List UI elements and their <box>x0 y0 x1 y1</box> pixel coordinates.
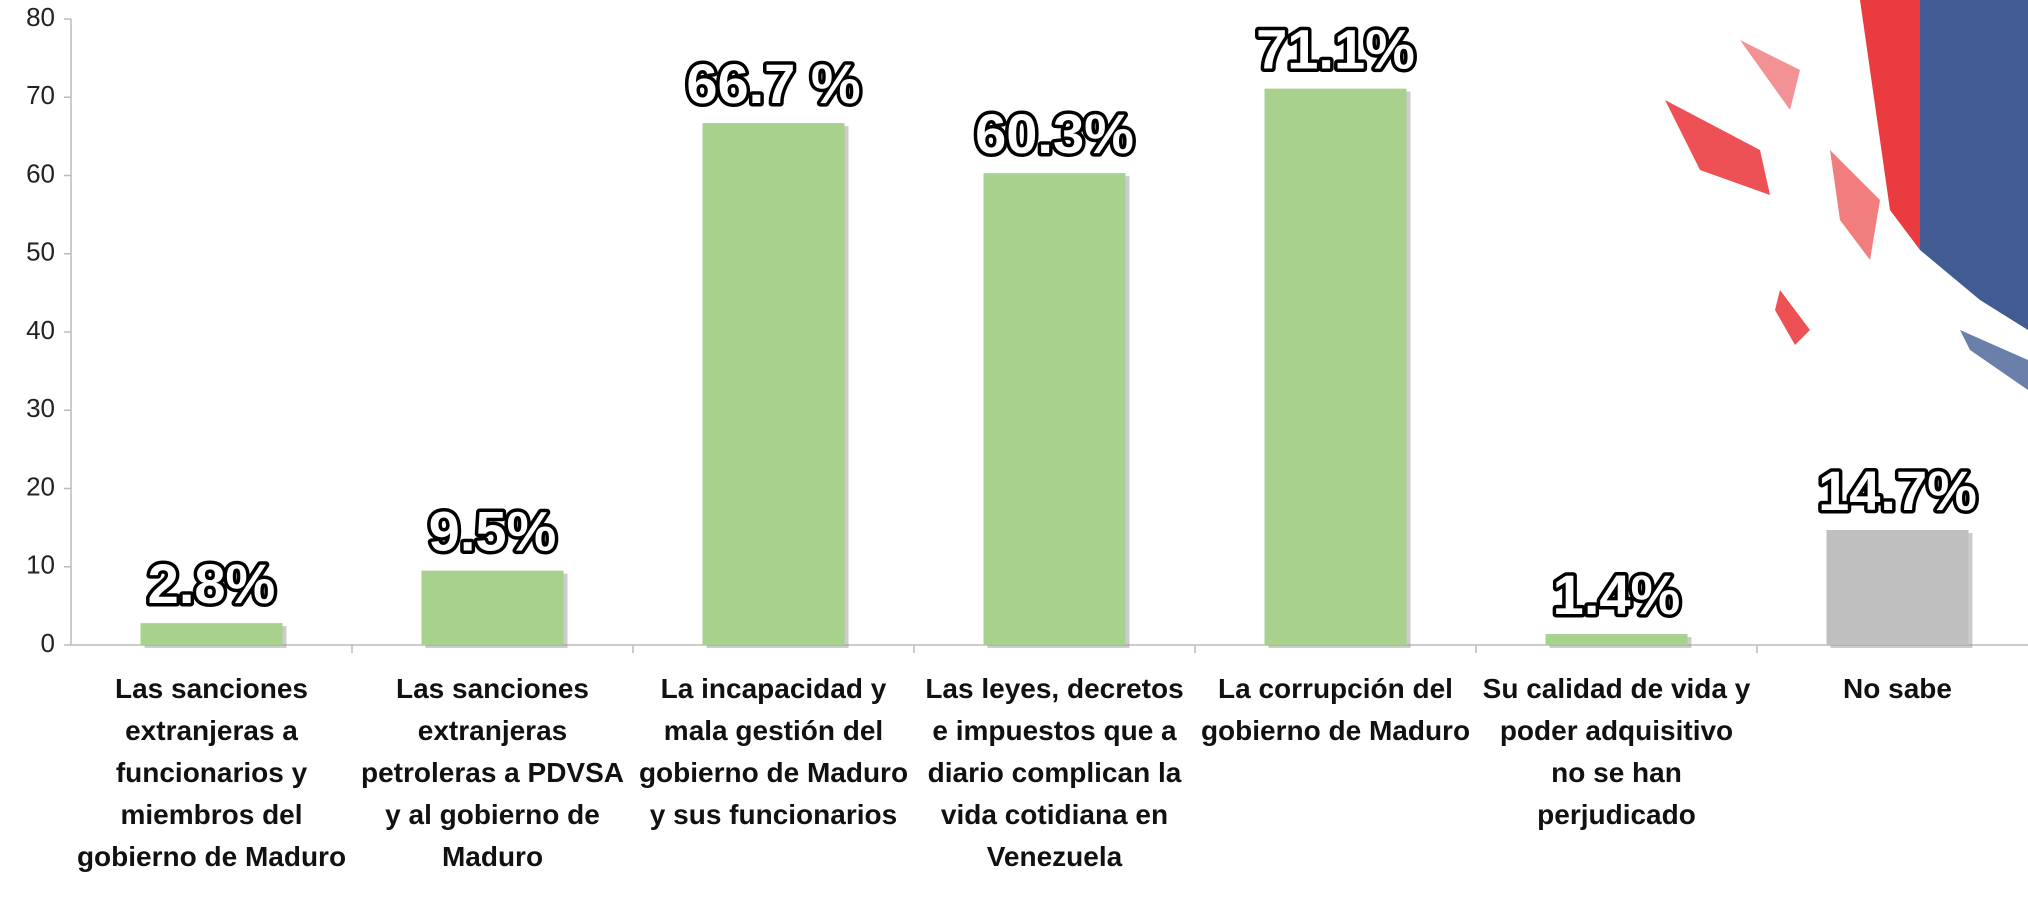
value-label: 9.5% <box>429 500 557 563</box>
value-label: 14.7% <box>1818 459 1977 522</box>
value-label: 71.1% <box>1256 18 1415 81</box>
background-decoration <box>1665 0 2028 390</box>
bar <box>1546 634 1688 645</box>
y-tick-label: 70 <box>26 80 55 110</box>
bar <box>422 571 564 645</box>
x-tick-label: Las sanciones extranjeras a funcionarios… <box>75 668 348 878</box>
x-tick-label: No sabe <box>1761 668 2028 710</box>
value-label: 60.3% <box>975 102 1134 165</box>
x-tick-label: Su calidad de vida y poder adquisitivo n… <box>1480 668 1753 836</box>
x-tick-label: Las sanciones extranjeras petroleras a P… <box>356 668 629 878</box>
y-tick-label: 80 <box>26 2 55 32</box>
y-tick-label: 50 <box>26 237 55 267</box>
value-label: 1.4% <box>1553 563 1681 626</box>
x-tick-label: La corrupción del gobierno de Maduro <box>1199 668 1472 752</box>
y-tick-label: 60 <box>26 158 55 188</box>
y-tick-label: 40 <box>26 315 55 345</box>
value-label: 2.8% <box>148 552 276 615</box>
page: 0 10 20 30 40 50 60 70 80 2.8% 9.5% 66.7 % 60.3% 71.1… <box>0 0 2028 918</box>
y-tick-label: 0 <box>41 628 55 658</box>
y-tick-label: 20 <box>26 471 55 501</box>
x-tick-label: Las leyes, decretos e impuestos que a di… <box>918 668 1191 878</box>
bar <box>1265 89 1407 645</box>
y-tick-label: 30 <box>26 393 55 423</box>
bar <box>1827 530 1969 645</box>
bar <box>703 123 845 645</box>
bar <box>141 623 283 645</box>
value-label: 66.7 % <box>686 52 860 115</box>
x-tick-label: La incapacidad y mala gestión del gobier… <box>637 668 910 836</box>
bar <box>984 173 1126 645</box>
y-tick-label: 10 <box>26 550 55 580</box>
